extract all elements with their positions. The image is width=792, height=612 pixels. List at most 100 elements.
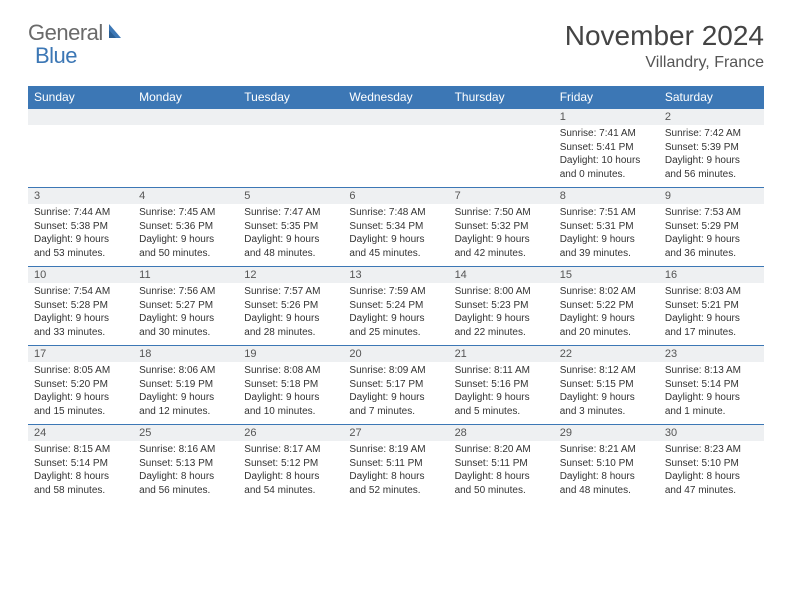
day-cell: Sunrise: 7:41 AMSunset: 5:41 PMDaylight:… (554, 125, 659, 188)
day-cell (449, 125, 554, 188)
sunset-text: Sunset: 5:11 PM (349, 457, 442, 471)
day-number: 24 (28, 425, 133, 442)
sunrise-text: Sunrise: 8:11 AM (455, 364, 548, 378)
sunrise-text: Sunrise: 7:57 AM (244, 285, 337, 299)
day-cell: Sunrise: 8:03 AMSunset: 5:21 PMDaylight:… (659, 283, 764, 346)
day-cell: Sunrise: 7:57 AMSunset: 5:26 PMDaylight:… (238, 283, 343, 346)
sunset-text: Sunset: 5:34 PM (349, 220, 442, 234)
day-number (343, 109, 448, 126)
day-cell: Sunrise: 8:06 AMSunset: 5:19 PMDaylight:… (133, 362, 238, 425)
daylight-text: Daylight: 9 hours and 50 minutes. (139, 233, 232, 260)
day-number: 10 (28, 267, 133, 284)
day-cell: Sunrise: 8:00 AMSunset: 5:23 PMDaylight:… (449, 283, 554, 346)
sunrise-text: Sunrise: 7:54 AM (34, 285, 127, 299)
day-number: 11 (133, 267, 238, 284)
day-cell: Sunrise: 7:48 AMSunset: 5:34 PMDaylight:… (343, 204, 448, 267)
day-cell: Sunrise: 8:13 AMSunset: 5:14 PMDaylight:… (659, 362, 764, 425)
daylight-text: Daylight: 9 hours and 10 minutes. (244, 391, 337, 418)
day-number (133, 109, 238, 126)
sunrise-text: Sunrise: 7:42 AM (665, 127, 758, 141)
sunrise-text: Sunrise: 8:21 AM (560, 443, 653, 457)
sunset-text: Sunset: 5:39 PM (665, 141, 758, 155)
daylight-text: Daylight: 9 hours and 33 minutes. (34, 312, 127, 339)
sunset-text: Sunset: 5:16 PM (455, 378, 548, 392)
day-cell: Sunrise: 8:02 AMSunset: 5:22 PMDaylight:… (554, 283, 659, 346)
day-header: Wednesday (343, 86, 448, 109)
day-cell: Sunrise: 7:59 AMSunset: 5:24 PMDaylight:… (343, 283, 448, 346)
day-cell (28, 125, 133, 188)
day-cell (133, 125, 238, 188)
day-cell: Sunrise: 7:50 AMSunset: 5:32 PMDaylight:… (449, 204, 554, 267)
daylight-text: Daylight: 9 hours and 36 minutes. (665, 233, 758, 260)
daylight-text: Daylight: 9 hours and 15 minutes. (34, 391, 127, 418)
sunset-text: Sunset: 5:31 PM (560, 220, 653, 234)
day-cell: Sunrise: 8:05 AMSunset: 5:20 PMDaylight:… (28, 362, 133, 425)
day-header: Monday (133, 86, 238, 109)
daylight-text: Daylight: 9 hours and 1 minute. (665, 391, 758, 418)
day-cell (343, 125, 448, 188)
daylight-text: Daylight: 9 hours and 48 minutes. (244, 233, 337, 260)
sunset-text: Sunset: 5:10 PM (665, 457, 758, 471)
sunrise-text: Sunrise: 8:19 AM (349, 443, 442, 457)
daylight-text: Daylight: 8 hours and 58 minutes. (34, 470, 127, 497)
sunset-text: Sunset: 5:32 PM (455, 220, 548, 234)
logo-text-blue-wrap: Blue (35, 43, 77, 69)
day-cell: Sunrise: 7:53 AMSunset: 5:29 PMDaylight:… (659, 204, 764, 267)
sunrise-text: Sunrise: 8:09 AM (349, 364, 442, 378)
daylight-text: Daylight: 8 hours and 54 minutes. (244, 470, 337, 497)
day-cell: Sunrise: 8:11 AMSunset: 5:16 PMDaylight:… (449, 362, 554, 425)
sunrise-text: Sunrise: 7:45 AM (139, 206, 232, 220)
day-header: Sunday (28, 86, 133, 109)
day-cell: Sunrise: 8:09 AMSunset: 5:17 PMDaylight:… (343, 362, 448, 425)
daylight-text: Daylight: 9 hours and 12 minutes. (139, 391, 232, 418)
daylight-text: Daylight: 9 hours and 56 minutes. (665, 154, 758, 181)
day-number: 22 (554, 346, 659, 363)
day-number: 28 (449, 425, 554, 442)
sunrise-text: Sunrise: 8:20 AM (455, 443, 548, 457)
sunrise-text: Sunrise: 8:17 AM (244, 443, 337, 457)
sunset-text: Sunset: 5:10 PM (560, 457, 653, 471)
daylight-text: Daylight: 9 hours and 22 minutes. (455, 312, 548, 339)
daylight-text: Daylight: 9 hours and 28 minutes. (244, 312, 337, 339)
month-title: November 2024 (565, 20, 764, 52)
daylight-text: Daylight: 8 hours and 56 minutes. (139, 470, 232, 497)
day-header: Friday (554, 86, 659, 109)
day-number-row: 17181920212223 (28, 346, 764, 363)
day-number: 30 (659, 425, 764, 442)
sunset-text: Sunset: 5:13 PM (139, 457, 232, 471)
sunrise-text: Sunrise: 8:13 AM (665, 364, 758, 378)
day-number: 14 (449, 267, 554, 284)
sunset-text: Sunset: 5:22 PM (560, 299, 653, 313)
daylight-text: Daylight: 9 hours and 20 minutes. (560, 312, 653, 339)
daylight-text: Daylight: 9 hours and 3 minutes. (560, 391, 653, 418)
day-number: 2 (659, 109, 764, 126)
sunrise-text: Sunrise: 7:41 AM (560, 127, 653, 141)
sunset-text: Sunset: 5:41 PM (560, 141, 653, 155)
header: General November 2024 Villandry, France (28, 20, 764, 72)
day-number: 9 (659, 188, 764, 205)
day-number: 1 (554, 109, 659, 126)
day-cell: Sunrise: 8:12 AMSunset: 5:15 PMDaylight:… (554, 362, 659, 425)
day-number: 26 (238, 425, 343, 442)
day-cell: Sunrise: 7:47 AMSunset: 5:35 PMDaylight:… (238, 204, 343, 267)
sunset-text: Sunset: 5:17 PM (349, 378, 442, 392)
daylight-text: Daylight: 9 hours and 17 minutes. (665, 312, 758, 339)
sunrise-text: Sunrise: 7:47 AM (244, 206, 337, 220)
calendar-body: 12 Sunrise: 7:41 AMSunset: 5:41 PM Dayligh… (28, 109, 764, 504)
day-cell: Sunrise: 8:08 AMSunset: 5:18 PMDaylight:… (238, 362, 343, 425)
day-cell: Sunrise: 7:54 AMSunset: 5:28 PMDaylight:… (28, 283, 133, 346)
day-number: 20 (343, 346, 448, 363)
daylight-text: Daylight: 9 hours and 45 minutes. (349, 233, 442, 260)
sunset-text: Sunset: 5:38 PM (34, 220, 127, 234)
day-number: 6 (343, 188, 448, 205)
sunrise-text: Sunrise: 8:02 AM (560, 285, 653, 299)
day-header: Thursday (449, 86, 554, 109)
day-data-row: Sunrise: 7:41 AMSunset: 5:41 PM Daylight:… (28, 125, 764, 188)
day-number-row: 10111213141516 (28, 267, 764, 284)
calendar-table: SundayMondayTuesdayWednesdayThursdayFrid… (28, 86, 764, 503)
day-number: 12 (238, 267, 343, 284)
sunrise-text: Sunrise: 8:23 AM (665, 443, 758, 457)
day-number: 3 (28, 188, 133, 205)
day-number: 8 (554, 188, 659, 205)
day-cell: Sunrise: 8:19 AMSunset: 5:11 PMDaylight:… (343, 441, 448, 503)
